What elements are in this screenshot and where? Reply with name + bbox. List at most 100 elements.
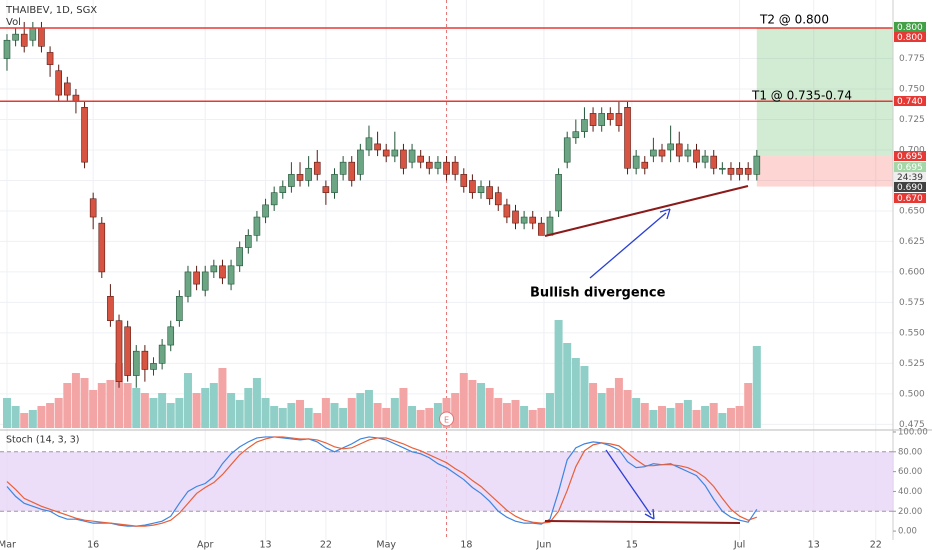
candle-body: [365, 137, 373, 151]
volume-bar: [321, 398, 330, 428]
volume-bar: [244, 388, 253, 428]
volume-bar: [433, 403, 442, 428]
volume-bar: [140, 393, 149, 428]
candle-body: [176, 296, 183, 321]
candle-body: [253, 216, 261, 236]
candle-body: [288, 174, 295, 187]
candle-body: [98, 222, 106, 273]
candle-body: [563, 137, 571, 163]
y-tick-label: 0.625: [899, 237, 925, 247]
volume-bar: [502, 403, 511, 428]
candle-body: [400, 149, 407, 169]
volume-bar: [468, 380, 477, 428]
volume-bar: [46, 403, 55, 428]
y-tick-label: 80.00: [898, 447, 922, 457]
x-tick-label: 22: [320, 540, 332, 550]
candle-body: [357, 149, 364, 175]
chart-title: THAIBEV, 1D, SGX: [5, 5, 97, 16]
candle-body: [382, 149, 390, 157]
volume-bar: [115, 363, 124, 428]
arrow-head: [644, 508, 655, 520]
arrow-head: [659, 208, 671, 220]
candle-body: [12, 33, 19, 41]
candle-body: [339, 161, 347, 175]
price-label: 0.740: [897, 97, 923, 107]
volume-bar: [28, 410, 37, 428]
volume-bar: [528, 410, 537, 428]
volume-bar: [545, 393, 554, 428]
candle-body: [167, 326, 175, 346]
volume-bar: [330, 403, 339, 428]
candle-body: [443, 161, 450, 175]
volume-bar: [175, 398, 184, 428]
candle-body: [20, 33, 28, 47]
candle-body: [477, 186, 485, 193]
y-tick-label: 60.00: [898, 467, 922, 477]
volume-bar: [589, 383, 598, 428]
price-label-box: [894, 96, 926, 106]
candle-body: [460, 174, 468, 187]
candle-body: [270, 192, 278, 206]
candle-body: [184, 271, 192, 297]
volume-bar: [313, 413, 322, 428]
x-tick-label: 16: [87, 540, 99, 550]
candle-body: [296, 174, 304, 181]
volume-bar: [752, 346, 761, 428]
candle-body: [555, 174, 562, 212]
volume-bar: [477, 383, 486, 428]
candle-body: [753, 155, 761, 175]
volume-bar: [675, 403, 684, 428]
price-label-box: [894, 32, 926, 42]
candle-body: [3, 39, 11, 59]
volume-bar: [623, 390, 632, 428]
volume-bar: [270, 406, 279, 428]
x-tick-label: Jul: [733, 540, 745, 550]
candle-body: [494, 192, 502, 206]
volume-bar: [571, 358, 580, 428]
y-tick-label: 0.725: [899, 115, 925, 125]
volume-bar: [183, 373, 192, 428]
volume-bar: [97, 383, 106, 428]
x-tick-label: Apr: [197, 540, 214, 550]
volume-bar: [399, 388, 408, 428]
candle-body: [150, 363, 157, 370]
annotation: Bullish divergence: [530, 286, 666, 301]
volume-bar: [373, 403, 382, 428]
volume-bar: [511, 400, 520, 428]
x-tick-label: Mar: [0, 540, 16, 550]
candle-body: [72, 94, 80, 102]
candle-body: [719, 167, 726, 170]
candle-body: [279, 186, 287, 193]
volume-bar: [209, 383, 218, 428]
candle-body: [391, 149, 399, 157]
event-marker: [439, 411, 455, 427]
divergence-line: [544, 520, 741, 524]
y-tick-label: 0.550: [899, 328, 925, 338]
candle-body: [451, 161, 459, 175]
candle-body: [55, 70, 62, 96]
candle-body: [520, 216, 528, 224]
candle-body: [693, 149, 700, 163]
y-tick-label: 0.775: [899, 54, 925, 64]
volume-bar: [537, 408, 546, 428]
volume-bar: [683, 400, 692, 428]
arrow: [605, 449, 652, 516]
candle-body: [581, 119, 588, 132]
volume-bar: [494, 398, 503, 428]
candle-body: [348, 161, 356, 181]
volume-bar: [149, 398, 158, 428]
candle-body: [658, 149, 666, 157]
candle-body: [632, 155, 640, 169]
candle-body: [598, 113, 605, 126]
volume-bar: [658, 406, 667, 428]
candle-body: [744, 167, 752, 175]
candle-body: [727, 167, 735, 175]
price-label-box: [894, 162, 926, 172]
volume-bar: [563, 343, 572, 428]
x-tick-label: 15: [626, 540, 638, 550]
candle-body: [38, 27, 45, 47]
candle-body: [434, 161, 442, 169]
stop-zone: [756, 156, 893, 187]
stoch-title: Stoch (14, 3, 3): [6, 435, 80, 446]
candle-body: [201, 271, 209, 291]
